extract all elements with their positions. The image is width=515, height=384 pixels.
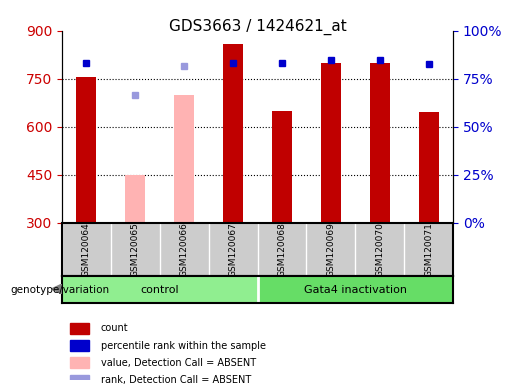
Bar: [62, 276, 258, 303]
Text: GSM120070: GSM120070: [375, 222, 384, 277]
Bar: [321, 63, 340, 223]
Text: genotype/variation: genotype/variation: [10, 285, 109, 295]
Bar: [70, 323, 89, 334]
Bar: [70, 375, 89, 384]
Text: control: control: [140, 285, 179, 295]
Bar: [174, 95, 194, 223]
Text: GSM120064: GSM120064: [82, 222, 91, 277]
Polygon shape: [52, 284, 62, 294]
Bar: [258, 276, 453, 303]
Text: GSM120065: GSM120065: [131, 222, 140, 277]
Text: value, Detection Call = ABSENT: value, Detection Call = ABSENT: [101, 358, 256, 368]
Text: GSM120069: GSM120069: [327, 222, 335, 277]
Text: count: count: [101, 323, 129, 333]
Bar: [272, 111, 291, 223]
Text: GDS3663 / 1424621_at: GDS3663 / 1424621_at: [168, 19, 347, 35]
Text: rank, Detection Call = ABSENT: rank, Detection Call = ABSENT: [101, 375, 251, 384]
Bar: [70, 340, 89, 351]
Bar: [419, 113, 438, 223]
Bar: [223, 43, 243, 223]
Text: GSM120066: GSM120066: [180, 222, 188, 277]
Text: GSM120071: GSM120071: [424, 222, 433, 277]
Bar: [70, 358, 89, 368]
Text: percentile rank within the sample: percentile rank within the sample: [101, 341, 266, 351]
Bar: [370, 63, 389, 223]
Bar: [76, 77, 96, 223]
Text: GSM120068: GSM120068: [278, 222, 286, 277]
Text: Gata4 inactivation: Gata4 inactivation: [304, 285, 407, 295]
Bar: [125, 175, 145, 223]
Text: GSM120067: GSM120067: [229, 222, 237, 277]
